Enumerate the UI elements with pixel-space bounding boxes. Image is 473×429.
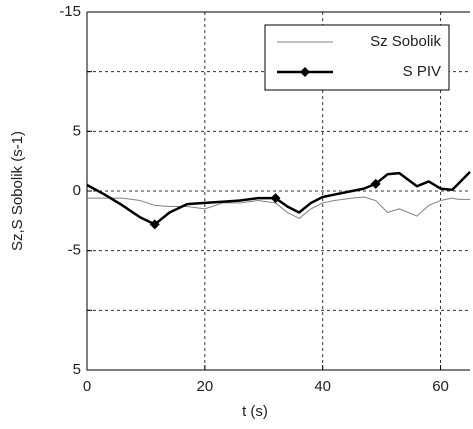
marker <box>370 178 381 189</box>
marker <box>270 193 281 204</box>
legend-marker <box>300 67 310 77</box>
y-tick-label: -5 <box>68 242 81 259</box>
y-tick-label: 0 <box>73 182 81 199</box>
x-tick-label: 60 <box>432 378 449 395</box>
legend-label: S PIV <box>403 63 441 80</box>
x-tick-label: 40 <box>314 378 331 395</box>
series-line <box>87 196 470 219</box>
y-tick-label: 5 <box>73 361 81 378</box>
legend-box <box>264 24 450 91</box>
x-tick-label: 0 <box>83 378 91 395</box>
y-tick-label: 5 <box>73 122 81 139</box>
axes-box <box>86 11 470 371</box>
series-line <box>86 171 471 226</box>
marker <box>149 219 160 230</box>
x-tick-label: 20 <box>197 378 214 395</box>
x-axis-label: t (s) <box>242 403 268 420</box>
legend-label: Sz Sobolik <box>370 33 441 50</box>
y-tick-label: -15 <box>59 3 81 20</box>
y-axis-label: Sz,S Sobolik (s-1) <box>9 131 26 251</box>
